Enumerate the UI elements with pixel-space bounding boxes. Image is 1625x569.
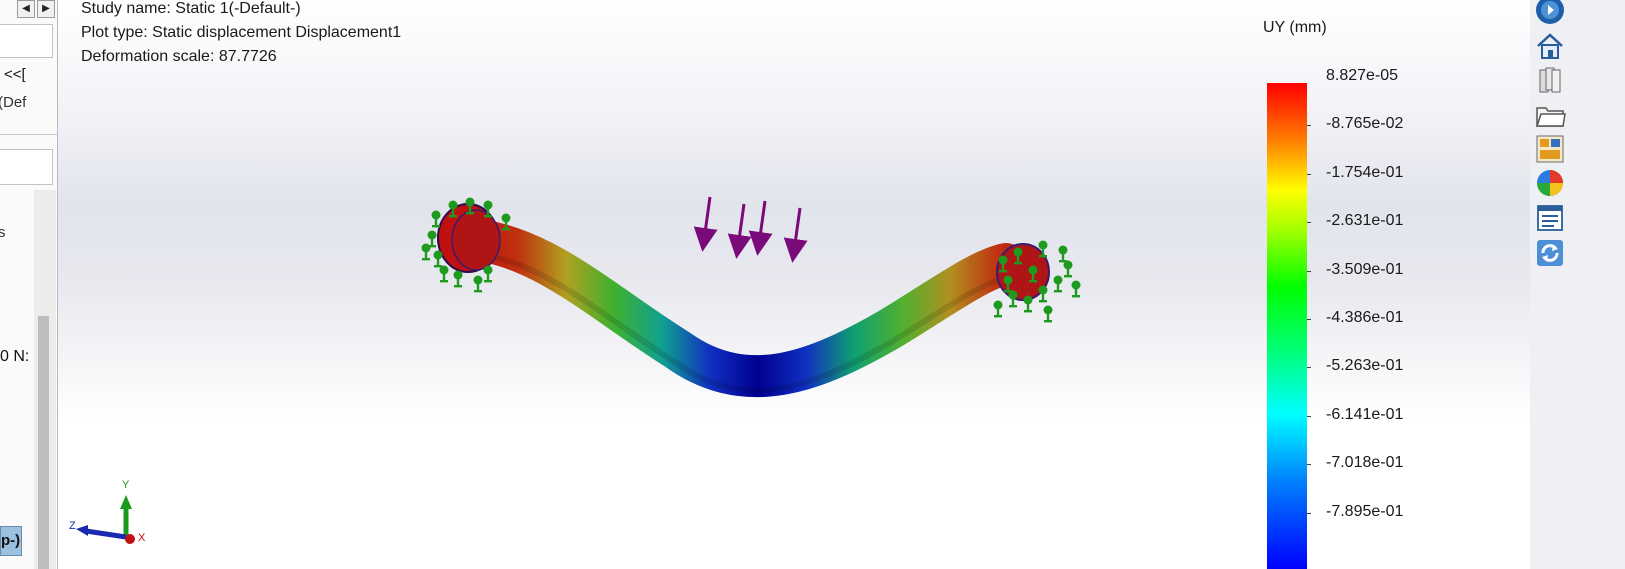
scroll-right-button[interactable]: ▶ [37,0,55,18]
view-cube-icon[interactable] [1534,0,1566,26]
legend-tick [1307,367,1311,369]
panel-text: <<[ [4,66,26,83]
legend-value-label: -2.631e-01 [1326,212,1404,230]
triad-y-label: Y [122,479,130,491]
triad-z-label: Z [69,520,76,532]
legend-tick [1307,319,1311,320]
refresh-icon[interactable] [1534,237,1566,269]
legend-value-label: -7.018e-01 [1326,454,1404,472]
triad-x-label: X [138,532,146,544]
legend-value-label: -4.386e-01 [1326,309,1404,326]
legend-tick [1307,464,1311,466]
plot-type-text: Plot type: Static displacement Displacem… [81,24,402,41]
legend-tick [1307,173,1311,175]
coordinate-triad: Y Z X [69,479,146,544]
scrollbar-thumb[interactable] [38,316,49,569]
scroll-left-button[interactable]: ◀ [17,0,35,18]
panel-field[interactable] [0,149,53,185]
parts-icon[interactable] [1534,64,1566,96]
legend-value-label: 8.827e-05 [1326,67,1399,84]
legend-title: UY (mm) [1263,19,1327,36]
legend-value-label: -1.754e-01 [1326,163,1404,181]
legend-color-bar [1267,83,1307,569]
legend-value-label: -7.895e-01 [1326,502,1404,520]
force-arrows [693,196,808,263]
divider [0,134,57,135]
deformation-scale-text: Deformation scale: 87.7726 [81,48,277,65]
legend-tick [1307,415,1311,417]
folder-icon[interactable] [1534,99,1566,131]
legend-value-label: -6.141e-01 [1326,405,1404,423]
view-palette-icon[interactable] [1534,133,1566,165]
panel-field[interactable] [0,24,53,58]
panel-tab[interactable]: p-) [0,526,22,556]
legend-value-label: -5.263e-01 [1326,357,1404,375]
study-name-text: Study name: Static 1(-Default-) [81,0,301,17]
panel-text: (Def [0,94,27,111]
legend-tick [1307,270,1311,272]
legend-tick [1307,222,1311,224]
graphics-viewport[interactable]: Study name: Static 1(-Default-) Plot typ… [58,0,1530,569]
panel-text: s [0,224,6,241]
home-icon[interactable] [1534,30,1566,62]
properties-icon[interactable] [1534,202,1566,234]
deformed-beam-model[interactable] [58,0,1530,569]
task-pane-toolbar [1530,0,1625,569]
legend-tick [1307,512,1311,514]
appearance-icon[interactable] [1534,167,1566,199]
legend-value-label: -3.509e-01 [1326,260,1404,278]
feature-manager-panel: ◀ ▶ <<[ (Def s 0 N: p-) [0,0,58,569]
panel-text: 0 N: [0,348,30,365]
legend-value-label: -8.765e-02 [1326,115,1404,133]
legend-tick [1307,125,1311,127]
